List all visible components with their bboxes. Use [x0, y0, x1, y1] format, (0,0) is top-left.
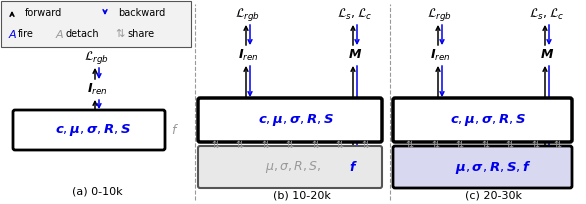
- Text: $\boldsymbol{M}$: $\boldsymbol{M}$: [348, 49, 362, 61]
- Text: (c) 20-30k: (c) 20-30k: [465, 191, 522, 201]
- Text: $A$: $A$: [55, 28, 64, 40]
- Text: ⇅: ⇅: [311, 140, 319, 150]
- Text: ⇅: ⇅: [506, 140, 514, 150]
- FancyBboxPatch shape: [393, 146, 572, 188]
- FancyBboxPatch shape: [198, 98, 382, 142]
- FancyBboxPatch shape: [198, 146, 382, 188]
- Text: ⇅: ⇅: [236, 140, 244, 150]
- Text: $\boldsymbol{c, \mu, \sigma, R, S}$: $\boldsymbol{c, \mu, \sigma, R, S}$: [451, 112, 527, 128]
- Text: $\mathcal{L}_{rgb}$: $\mathcal{L}_{rgb}$: [84, 49, 110, 65]
- Text: $\mathcal{L}_s, \mathcal{L}_c$: $\mathcal{L}_s, \mathcal{L}_c$: [529, 7, 565, 22]
- Text: $\boldsymbol{f}$: $\boldsymbol{f}$: [349, 160, 358, 174]
- Text: ⇅: ⇅: [361, 140, 369, 150]
- FancyBboxPatch shape: [1, 1, 191, 47]
- Text: $\boldsymbol{c, \mu, \sigma, R, S}$: $\boldsymbol{c, \mu, \sigma, R, S}$: [258, 112, 335, 128]
- Text: ⇅: ⇅: [531, 140, 539, 150]
- Text: $\mathcal{L}_s, \mathcal{L}_c$: $\mathcal{L}_s, \mathcal{L}_c$: [337, 7, 373, 22]
- Text: $\mu, \sigma, R, S,$: $\mu, \sigma, R, S,$: [265, 159, 322, 175]
- FancyBboxPatch shape: [393, 98, 572, 142]
- Text: $\boldsymbol{c, \mu, \sigma, R, S}$: $\boldsymbol{c, \mu, \sigma, R, S}$: [55, 122, 131, 138]
- Text: (a) 0-10k: (a) 0-10k: [71, 187, 122, 197]
- Text: ⇅: ⇅: [211, 140, 219, 150]
- Text: ⇅: ⇅: [286, 140, 294, 150]
- Text: ⇅: ⇅: [431, 140, 439, 150]
- Text: $\boldsymbol{I}_{ren}$: $\boldsymbol{I}_{ren}$: [87, 81, 107, 96]
- Text: $\mathcal{L}_{rgb}$: $\mathcal{L}_{rgb}$: [236, 6, 261, 22]
- Text: ⇅: ⇅: [481, 140, 489, 150]
- Text: forward: forward: [25, 8, 62, 18]
- Text: ⇅: ⇅: [261, 140, 269, 150]
- Text: ⇅: ⇅: [115, 29, 124, 39]
- Text: fire: fire: [18, 29, 34, 39]
- Text: ⇅: ⇅: [554, 140, 562, 150]
- Text: backward: backward: [118, 8, 165, 18]
- FancyBboxPatch shape: [13, 110, 165, 150]
- Text: $\boldsymbol{M}$: $\boldsymbol{M}$: [540, 49, 554, 61]
- Text: $A$: $A$: [8, 28, 18, 40]
- Text: ⇅: ⇅: [406, 140, 414, 150]
- Text: $\boldsymbol{\mu, \sigma, R, S, f}$: $\boldsymbol{\mu, \sigma, R, S, f}$: [455, 159, 532, 175]
- Text: detach: detach: [65, 29, 98, 39]
- Text: ⇅: ⇅: [336, 140, 344, 150]
- Text: $\mathcal{L}_{rgb}$: $\mathcal{L}_{rgb}$: [427, 6, 452, 22]
- Text: ⇅: ⇅: [456, 140, 464, 150]
- Text: $\boldsymbol{I}_{ren}$: $\boldsymbol{I}_{ren}$: [430, 48, 451, 63]
- Text: (b) 10-20k: (b) 10-20k: [272, 191, 331, 201]
- Text: $\boldsymbol{I}_{ren}$: $\boldsymbol{I}_{ren}$: [238, 48, 258, 63]
- Text: share: share: [127, 29, 154, 39]
- Text: $f$: $f$: [171, 123, 179, 137]
